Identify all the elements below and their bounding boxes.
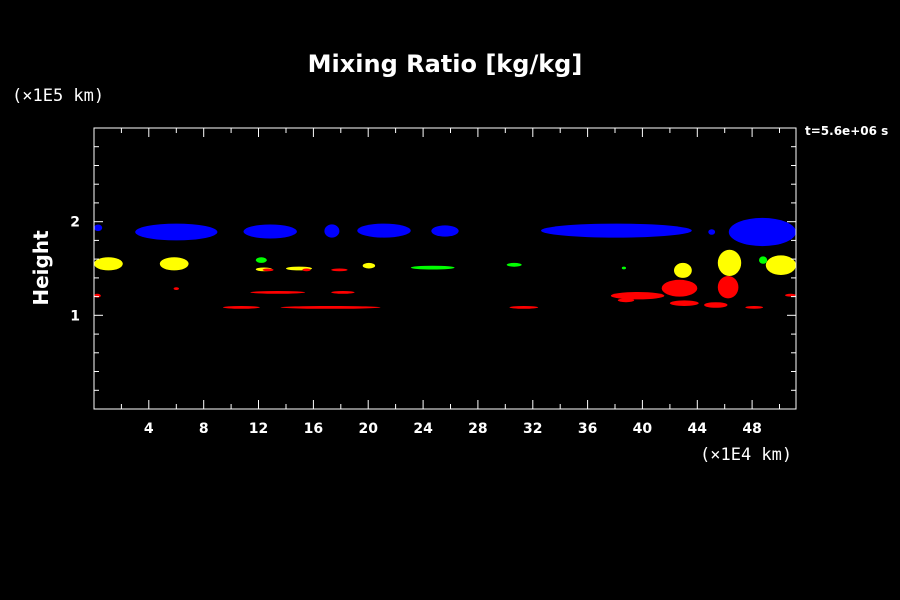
x-tick-label: 20 — [358, 421, 378, 437]
mixing-ratio-cell-red — [262, 268, 274, 272]
y-axis-ticks: 12 — [70, 146, 796, 391]
x-tick-label: 12 — [249, 421, 268, 437]
mixing-ratio-cell-yellow — [159, 257, 189, 271]
mixing-ratio-cell-green — [255, 257, 267, 263]
time-label: t=5.6e+06 s — [805, 124, 888, 138]
mixing-ratio-cell-green — [759, 256, 768, 264]
x-unit-label: (×1E4 km) — [700, 445, 792, 465]
chart-title: Mixing Ratio [kg/kg] — [308, 50, 583, 78]
mixing-ratio-cell-yellow — [717, 249, 742, 276]
mixing-ratio-cell-green — [410, 265, 455, 270]
mixing-ratio-cell-green — [506, 262, 522, 267]
y-unit-label: (×1E5 km) — [12, 86, 104, 106]
x-tick-label: 32 — [523, 421, 542, 437]
mixing-ratio-cell-red — [250, 291, 306, 294]
y-axis-label: Height — [29, 230, 53, 306]
mixing-ratio-cell-green — [621, 266, 627, 270]
mixing-ratio-cell-red — [280, 306, 381, 309]
x-tick-label: 44 — [688, 421, 708, 437]
mixing-ratio-cell-blue — [94, 224, 103, 232]
x-tick-label: 40 — [633, 421, 653, 437]
mixing-ratio-cell-red — [617, 298, 635, 303]
mixing-ratio-cell-yellow — [765, 255, 797, 275]
y-tick-label: 1 — [70, 308, 80, 324]
mixing-ratio-cell-blue — [708, 229, 716, 235]
mixing-ratio-cell-red — [669, 300, 699, 307]
mixing-ratio-cell-blue — [541, 223, 692, 238]
x-tick-label: 36 — [578, 421, 597, 437]
mixing-ratio-cell-blue — [431, 225, 459, 237]
mixing-ratio-cell-red — [222, 306, 260, 309]
mixing-ratio-cell-red — [704, 302, 728, 308]
mixing-ratio-cell-blue — [243, 224, 297, 239]
y-tick-label: 2 — [70, 215, 80, 231]
mixing-ratio-cell-blue — [728, 217, 797, 247]
plot-frame — [93, 127, 797, 410]
x-axis-ticks: 4 8 12 16 20 24 28 32 36 40 44 48 — [120, 128, 780, 437]
mixing-ratio-cell-blue — [135, 223, 218, 241]
mixing-ratio-cell-red — [785, 293, 796, 297]
x-tick-label: 4 — [144, 421, 154, 437]
mixing-ratio-cell-red — [717, 276, 739, 299]
plot-fields — [94, 217, 797, 309]
mixing-ratio-cell-red — [509, 306, 539, 309]
mixing-ratio-cell-blue — [324, 224, 340, 238]
mixing-ratio-cell-blue — [357, 223, 411, 238]
x-tick-label: 8 — [199, 421, 209, 437]
mixing-ratio-cell-yellow — [362, 262, 376, 269]
x-tick-label: 24 — [413, 421, 433, 437]
mixing-ratio-cell-yellow — [94, 257, 123, 271]
x-tick-label: 16 — [304, 421, 323, 437]
x-tick-label: 48 — [742, 421, 761, 437]
mixing-ratio-cell-red — [610, 292, 665, 300]
mixing-ratio-cell-red — [331, 268, 348, 272]
mixing-ratio-cell-yellow — [674, 262, 692, 278]
mixing-ratio-cell-red — [745, 306, 764, 309]
x-tick-label: 28 — [468, 421, 487, 437]
mixing-ratio-cell-red — [331, 291, 355, 294]
mixing-ratio-cell-red — [302, 268, 311, 272]
mixing-ratio-cell-red — [173, 287, 179, 290]
mixing-ratio-cell-red — [661, 279, 698, 297]
